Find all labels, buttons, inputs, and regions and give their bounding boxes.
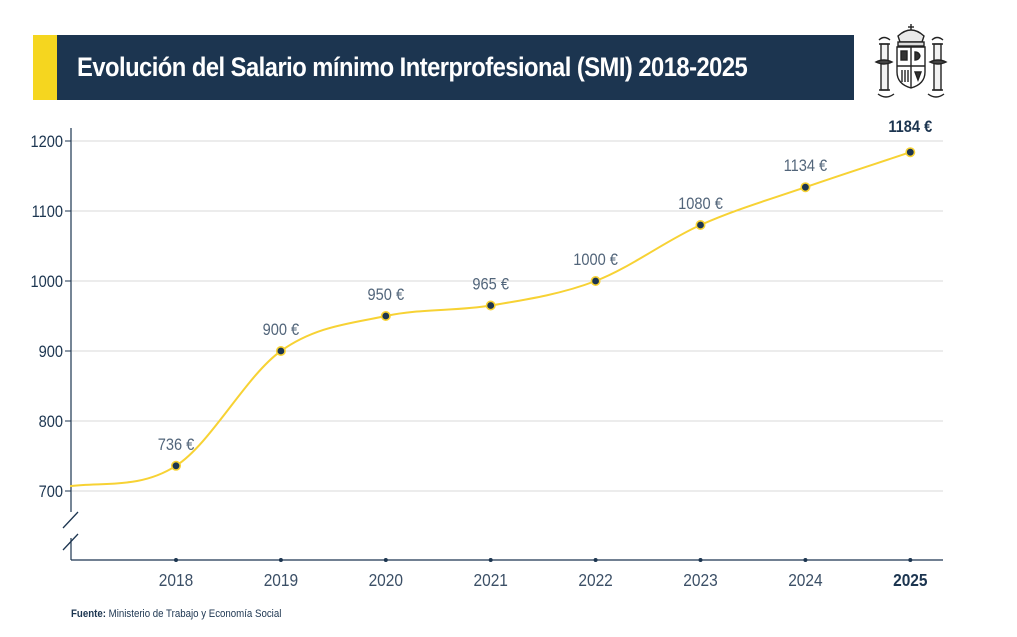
- y-tick-label: 700: [39, 483, 64, 501]
- x-tick-mark: [174, 558, 178, 562]
- data-label: 950 €: [368, 286, 405, 304]
- y-tick-label: 1200: [30, 133, 63, 151]
- x-tick-mark: [278, 558, 283, 562]
- data-label: 1134 €: [784, 157, 828, 175]
- data-label: 1000 €: [573, 251, 618, 269]
- y-tick-label: 800: [39, 413, 64, 431]
- x-tick-mark: [488, 558, 493, 562]
- x-tick-label: 2020: [369, 570, 403, 590]
- source-text: Ministerio de Trabajo y Economía Social: [108, 608, 282, 620]
- data-point: [905, 147, 916, 158]
- source-label: Fuente:: [71, 608, 106, 620]
- data-label: 1080 €: [678, 195, 723, 213]
- data-point: [380, 310, 391, 321]
- title-bar: Evolución del Salario mínimo Interprofes…: [57, 35, 854, 100]
- y-tick-label: 900: [39, 343, 64, 361]
- data-label: 900 €: [263, 321, 300, 339]
- x-tick-mark: [908, 558, 913, 562]
- data-point: [590, 275, 601, 286]
- x-tick-label: 2019: [264, 570, 298, 590]
- x-tick-label: 2024: [788, 570, 822, 590]
- x-tick-label: 2018: [159, 570, 193, 590]
- chart-title: Evolución del Salario mínimo Interprofes…: [77, 52, 748, 82]
- axis-break-mark: [62, 533, 79, 551]
- data-point: [171, 460, 182, 471]
- data-point: [485, 300, 496, 311]
- x-tick-label: 2023: [683, 570, 717, 590]
- axis-break-mark: [62, 511, 79, 529]
- x-tick-mark: [383, 558, 388, 562]
- data-label: 1184 €: [888, 118, 932, 136]
- x-tick-label: 2021: [473, 570, 507, 590]
- series-line: [69, 151, 911, 488]
- data-label: 965 €: [472, 276, 509, 294]
- data-point: [695, 220, 706, 231]
- x-tick-label: 2025: [893, 570, 927, 590]
- x-tick-mark: [803, 558, 808, 562]
- spain-coat-of-arms-icon: [874, 24, 948, 98]
- y-tick-label: 1100: [32, 203, 64, 221]
- x-tick-mark: [698, 558, 703, 562]
- y-tick-label: 1000: [30, 273, 63, 291]
- source-note: Fuente: Ministerio de Trabajo y Economía…: [71, 608, 281, 620]
- x-tick-label: 2022: [578, 570, 612, 590]
- title-accent-bar: [33, 35, 57, 100]
- data-label: 736 €: [158, 436, 195, 454]
- x-tick-mark: [593, 558, 598, 562]
- data-point: [800, 182, 811, 193]
- data-point: [275, 345, 286, 356]
